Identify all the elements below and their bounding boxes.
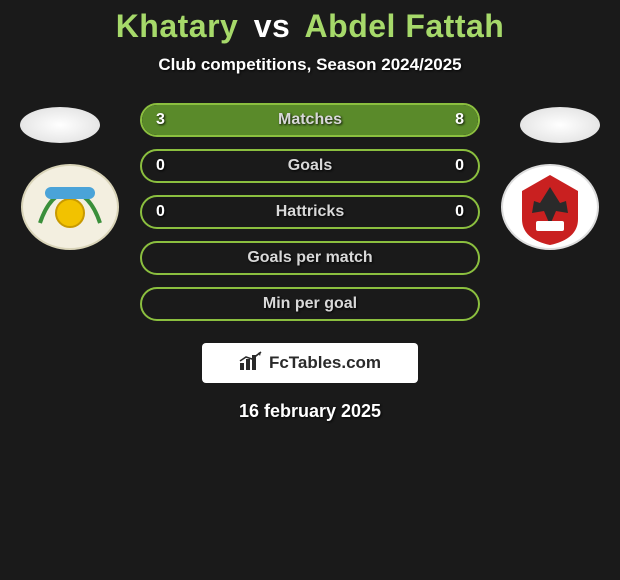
stat-row: Matches3 8 (140, 103, 480, 137)
stat-value-left: 0 (156, 157, 165, 175)
subtitle: Club competitions, Season 2024/2025 (0, 55, 620, 75)
stat-label: Goals per match (142, 249, 478, 267)
stat-label: Hattricks (142, 203, 478, 221)
stat-value-left: 3 (156, 111, 165, 129)
club-badge-left (20, 163, 120, 251)
stat-value-right: 8 (455, 111, 464, 129)
club-badge-right (500, 163, 600, 251)
brand-text: FcTables.com (269, 353, 381, 373)
stat-label: Matches (142, 111, 478, 129)
stat-row: Min per goal (140, 287, 480, 321)
stat-value-right: 0 (455, 157, 464, 175)
player1-name: Khatary (116, 8, 239, 44)
stat-row: Goals0 0 (140, 149, 480, 183)
stats-container: Matches38Goals00Hattricks00Goals per mat… (140, 103, 480, 321)
page-title: Khatary vs Abdel Fattah (0, 8, 620, 45)
stat-label: Goals (142, 157, 478, 175)
header: Khatary vs Abdel Fattah Club competition… (0, 0, 620, 75)
stat-value-left: 0 (156, 203, 165, 221)
date-text: 16 february 2025 (0, 401, 620, 422)
chart-icon (239, 351, 265, 376)
brand-badge: FcTables.com (202, 343, 418, 383)
stat-row: Hattricks0 0 (140, 195, 480, 229)
stat-row: Goals per match (140, 241, 480, 275)
stat-value-right: 0 (455, 203, 464, 221)
player2-name: Abdel Fattah (305, 8, 505, 44)
player1-avatar (20, 107, 100, 143)
player2-avatar (520, 107, 600, 143)
stat-label: Min per goal (142, 295, 478, 313)
body: Matches38Goals00Hattricks00Goals per mat… (0, 103, 620, 422)
vs-text: vs (254, 8, 291, 44)
